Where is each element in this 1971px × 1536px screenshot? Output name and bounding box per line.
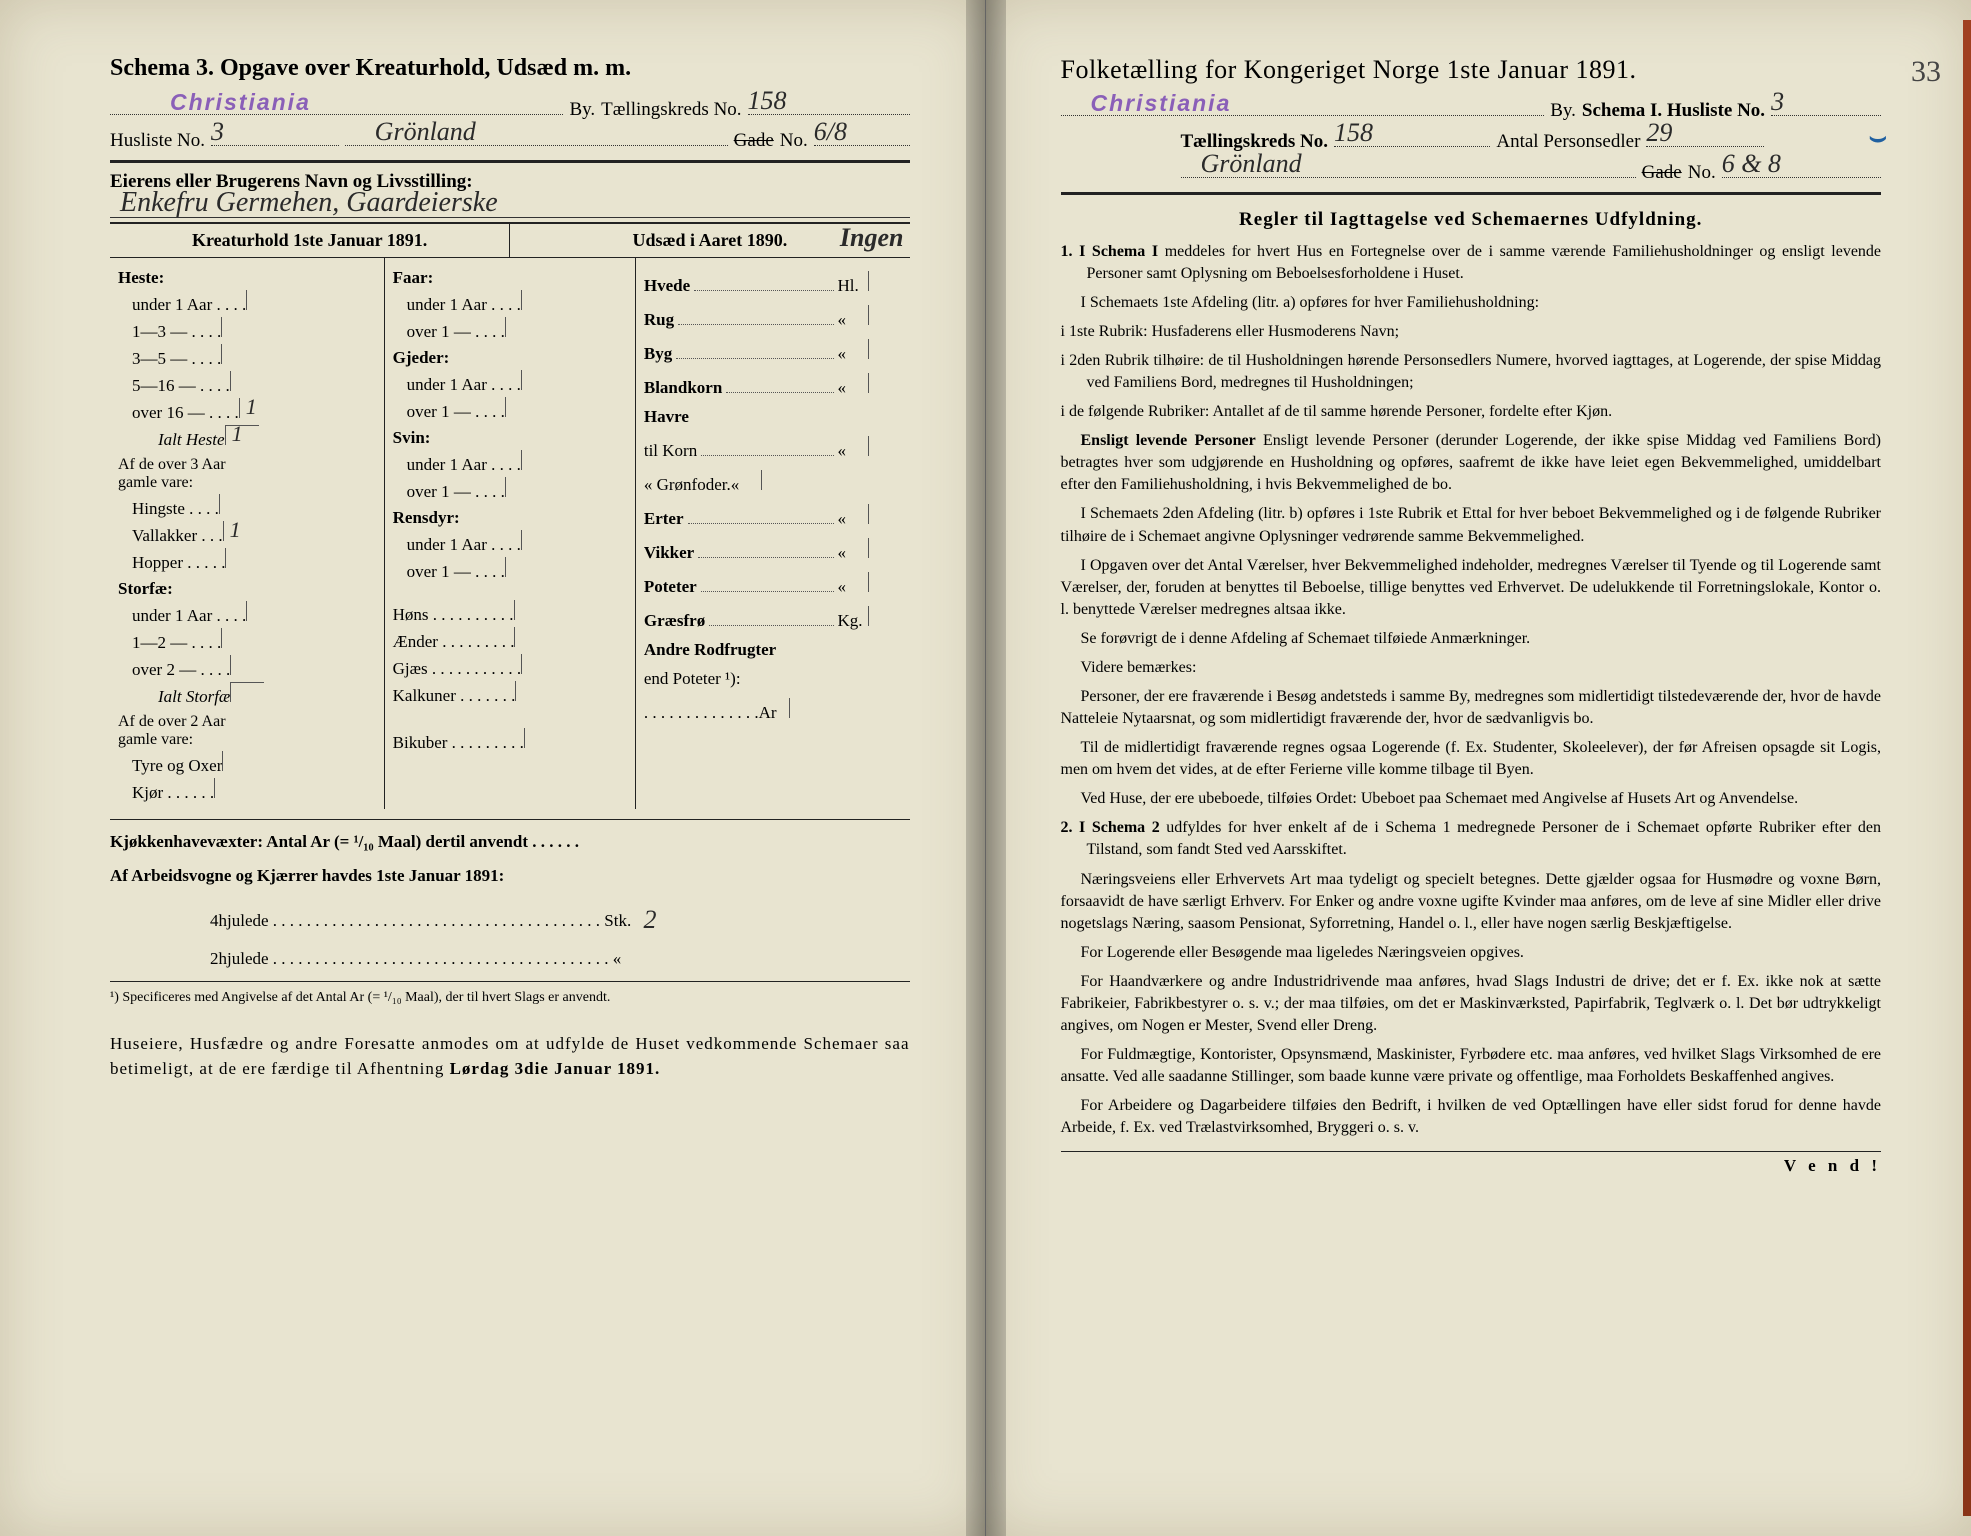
gade-label: Gade [734, 130, 774, 152]
city-stamp: Christiania [170, 89, 311, 116]
form-grid: Heste: under 1 Aar . . . . 1—3 — . . . .… [110, 258, 910, 809]
by-label: By. [569, 99, 595, 121]
two-col-header: Kreaturhold 1ste Januar 1891. Udsæd i Aa… [110, 222, 910, 258]
r-city-stamp: Christiania [1091, 90, 1232, 117]
vend-label: V e n d ! [1061, 1151, 1882, 1176]
taellingskreds-val: 158 [748, 86, 787, 116]
page-edge [1963, 20, 1971, 1516]
col-right-head: Udsæd i Aaret 1890. [633, 230, 788, 250]
col-c: HvedeHl. Rug« Byg« Blandkorn« Havre til … [636, 258, 910, 809]
r-row3: Grönland Gade No. 6 & 8 [1061, 157, 1882, 184]
census-title: Folketælling for Kongeriget Norge 1ste J… [1061, 55, 1882, 85]
gade-no-val: 6/8 [814, 117, 847, 147]
owner-val: Enkefru Germehen, Gaardeierske [120, 187, 498, 219]
grp-storfae: Storfæ: [118, 579, 376, 599]
book-spine [966, 0, 1006, 1536]
footnote: ¹) Specificeres med Angivelse af det Ant… [110, 990, 910, 1006]
col-left-head: Kreaturhold 1ste Januar 1891. [110, 224, 510, 257]
husliste-val: 3 [211, 117, 224, 147]
taellingskreds-label: Tællingskreds No. [601, 99, 741, 121]
left-page: Schema 3. Opgave over Kreaturhold, Udsæd… [0, 0, 986, 1536]
row-city-kreds: Christiania By. Tællingskreds No. 158 [110, 94, 910, 121]
blue-check-icon: ⌣ [1869, 122, 1887, 154]
page-number-hw: 33 [1911, 55, 1941, 89]
row-husliste-street: Husliste No. 3 Grönland Gade No. 6/8 [110, 125, 910, 152]
schema-title: Schema 3. Opgave over Kreaturhold, Udsæd… [110, 55, 910, 82]
col-right-hw: Ingen [840, 223, 904, 253]
grp-heste: Heste: [118, 268, 376, 288]
husliste-label: Husliste No. [110, 130, 205, 152]
gade-no-label: No. [780, 130, 808, 152]
closing-text: Huseiere, Husfædre og andre Foresatte an… [110, 1032, 910, 1081]
book-spread: Schema 3. Opgave over Kreaturhold, Udsæd… [0, 0, 1971, 1536]
col-b: Faar: under 1 Aar . . . . over 1 — . . .… [385, 258, 636, 809]
street-val: Grönland [375, 117, 476, 147]
rules-heading: Regler til Iagttagelse ved Schemaernes U… [1061, 209, 1882, 231]
col-a: Heste: under 1 Aar . . . . 1—3 — . . . .… [110, 258, 385, 809]
rules-body: 1. I Schema I meddeles for hvert Hus en … [1061, 241, 1882, 1140]
right-page: 33 Folketælling for Kongeriget Norge 1st… [986, 0, 1971, 1536]
arbeid-head: Af Arbeidsvogne og Kjærrer havdes 1ste J… [110, 864, 910, 889]
r-row1: Christiania By. Schema I. Husliste No. 3 [1061, 95, 1882, 122]
kjokken-line: Kjøkkenhavevæxter: Antal Ar (= ¹/₁₀ Maal… [110, 830, 910, 855]
